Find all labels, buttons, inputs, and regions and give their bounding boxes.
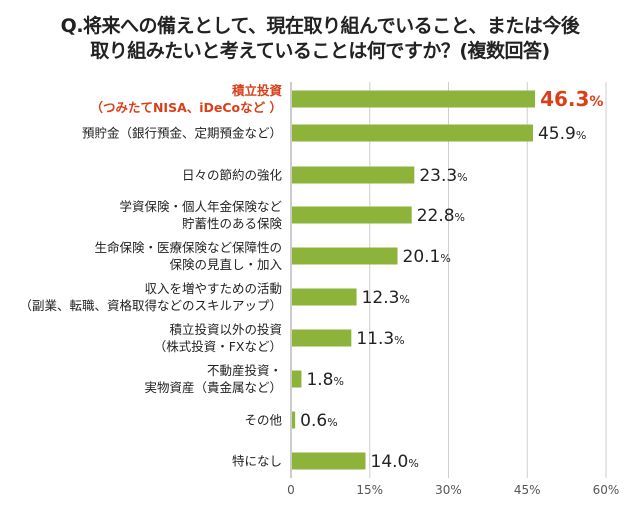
- x-tick-label: 60%: [593, 483, 620, 497]
- bar: [292, 411, 296, 429]
- category-label: （株式投資・FXなど）: [154, 339, 282, 354]
- data-label: 20.1%: [403, 247, 451, 267]
- category-label: 学資保険・個人年金保険など: [119, 199, 282, 214]
- category-label: 実物資産（貴金属など）: [144, 380, 282, 395]
- bar: [292, 288, 357, 306]
- data-label: 22.8%: [417, 206, 465, 226]
- category-label: 生命保険・医療保険など保障性の: [94, 240, 282, 255]
- chart-title-line-2: 取り組みたいと考えていることは何ですか？(複数回答): [90, 40, 550, 62]
- category-label: 積立投資以外の投資: [169, 322, 282, 337]
- category-label: 不動産投資・: [207, 363, 282, 378]
- data-label: 1.8%: [306, 370, 344, 390]
- category-label: 積立投資: [231, 83, 283, 98]
- percent-unit: %: [440, 252, 450, 265]
- chart-title: Q.将来への備えとして、現在取り組んでいること、または今後 取り組みたいと考えて…: [0, 14, 640, 64]
- data-label: 12.3%: [362, 288, 410, 308]
- percent-unit: %: [455, 211, 465, 224]
- bar: [292, 329, 352, 347]
- category-label: 貯蓄性のある保険: [182, 216, 283, 231]
- bar: [292, 370, 302, 388]
- percent-unit: %: [333, 375, 343, 388]
- category-label: 特になし: [232, 454, 282, 469]
- bar: [292, 166, 415, 184]
- category-label: 収入を増やすための活動: [144, 281, 282, 296]
- percent-unit: %: [327, 416, 337, 429]
- category-label: （副業、転職、資格取得などのスキルアップ）: [19, 298, 282, 313]
- bar: [292, 206, 412, 224]
- category-label: （つみたてNISA、iDeCoなど ）: [90, 100, 282, 115]
- category-label: 日々の節約の強化: [182, 168, 283, 183]
- percent-unit: %: [408, 457, 418, 470]
- data-label: 46.3%: [540, 87, 603, 111]
- percent-unit: %: [399, 293, 409, 306]
- data-label: 14.0%: [371, 452, 419, 472]
- x-tick-label: 0: [287, 483, 295, 497]
- x-tick-label: 45%: [514, 483, 541, 497]
- x-tick-label: 30%: [435, 483, 462, 497]
- data-label: 45.9%: [538, 124, 586, 144]
- category-label: 預貯金（銀行預金、定期預金など）: [82, 126, 282, 141]
- chart-title-line-1: Q.将来への備えとして、現在取り組んでいること、または今後: [60, 15, 580, 37]
- data-label: 11.3%: [356, 329, 404, 349]
- x-tick-label: 15%: [356, 483, 383, 497]
- category-label: その他: [244, 413, 282, 428]
- data-label: 0.6%: [300, 411, 338, 431]
- percent-unit: %: [576, 129, 586, 142]
- bar: [292, 452, 366, 470]
- percent-unit: %: [394, 334, 404, 347]
- percent-unit: %: [589, 94, 603, 110]
- percent-unit: %: [457, 171, 467, 184]
- bar: [292, 124, 533, 142]
- data-label: 23.3%: [419, 166, 467, 186]
- bar: [292, 247, 398, 265]
- bar: [292, 90, 536, 108]
- category-label: 保険の見直し・加入: [169, 257, 282, 272]
